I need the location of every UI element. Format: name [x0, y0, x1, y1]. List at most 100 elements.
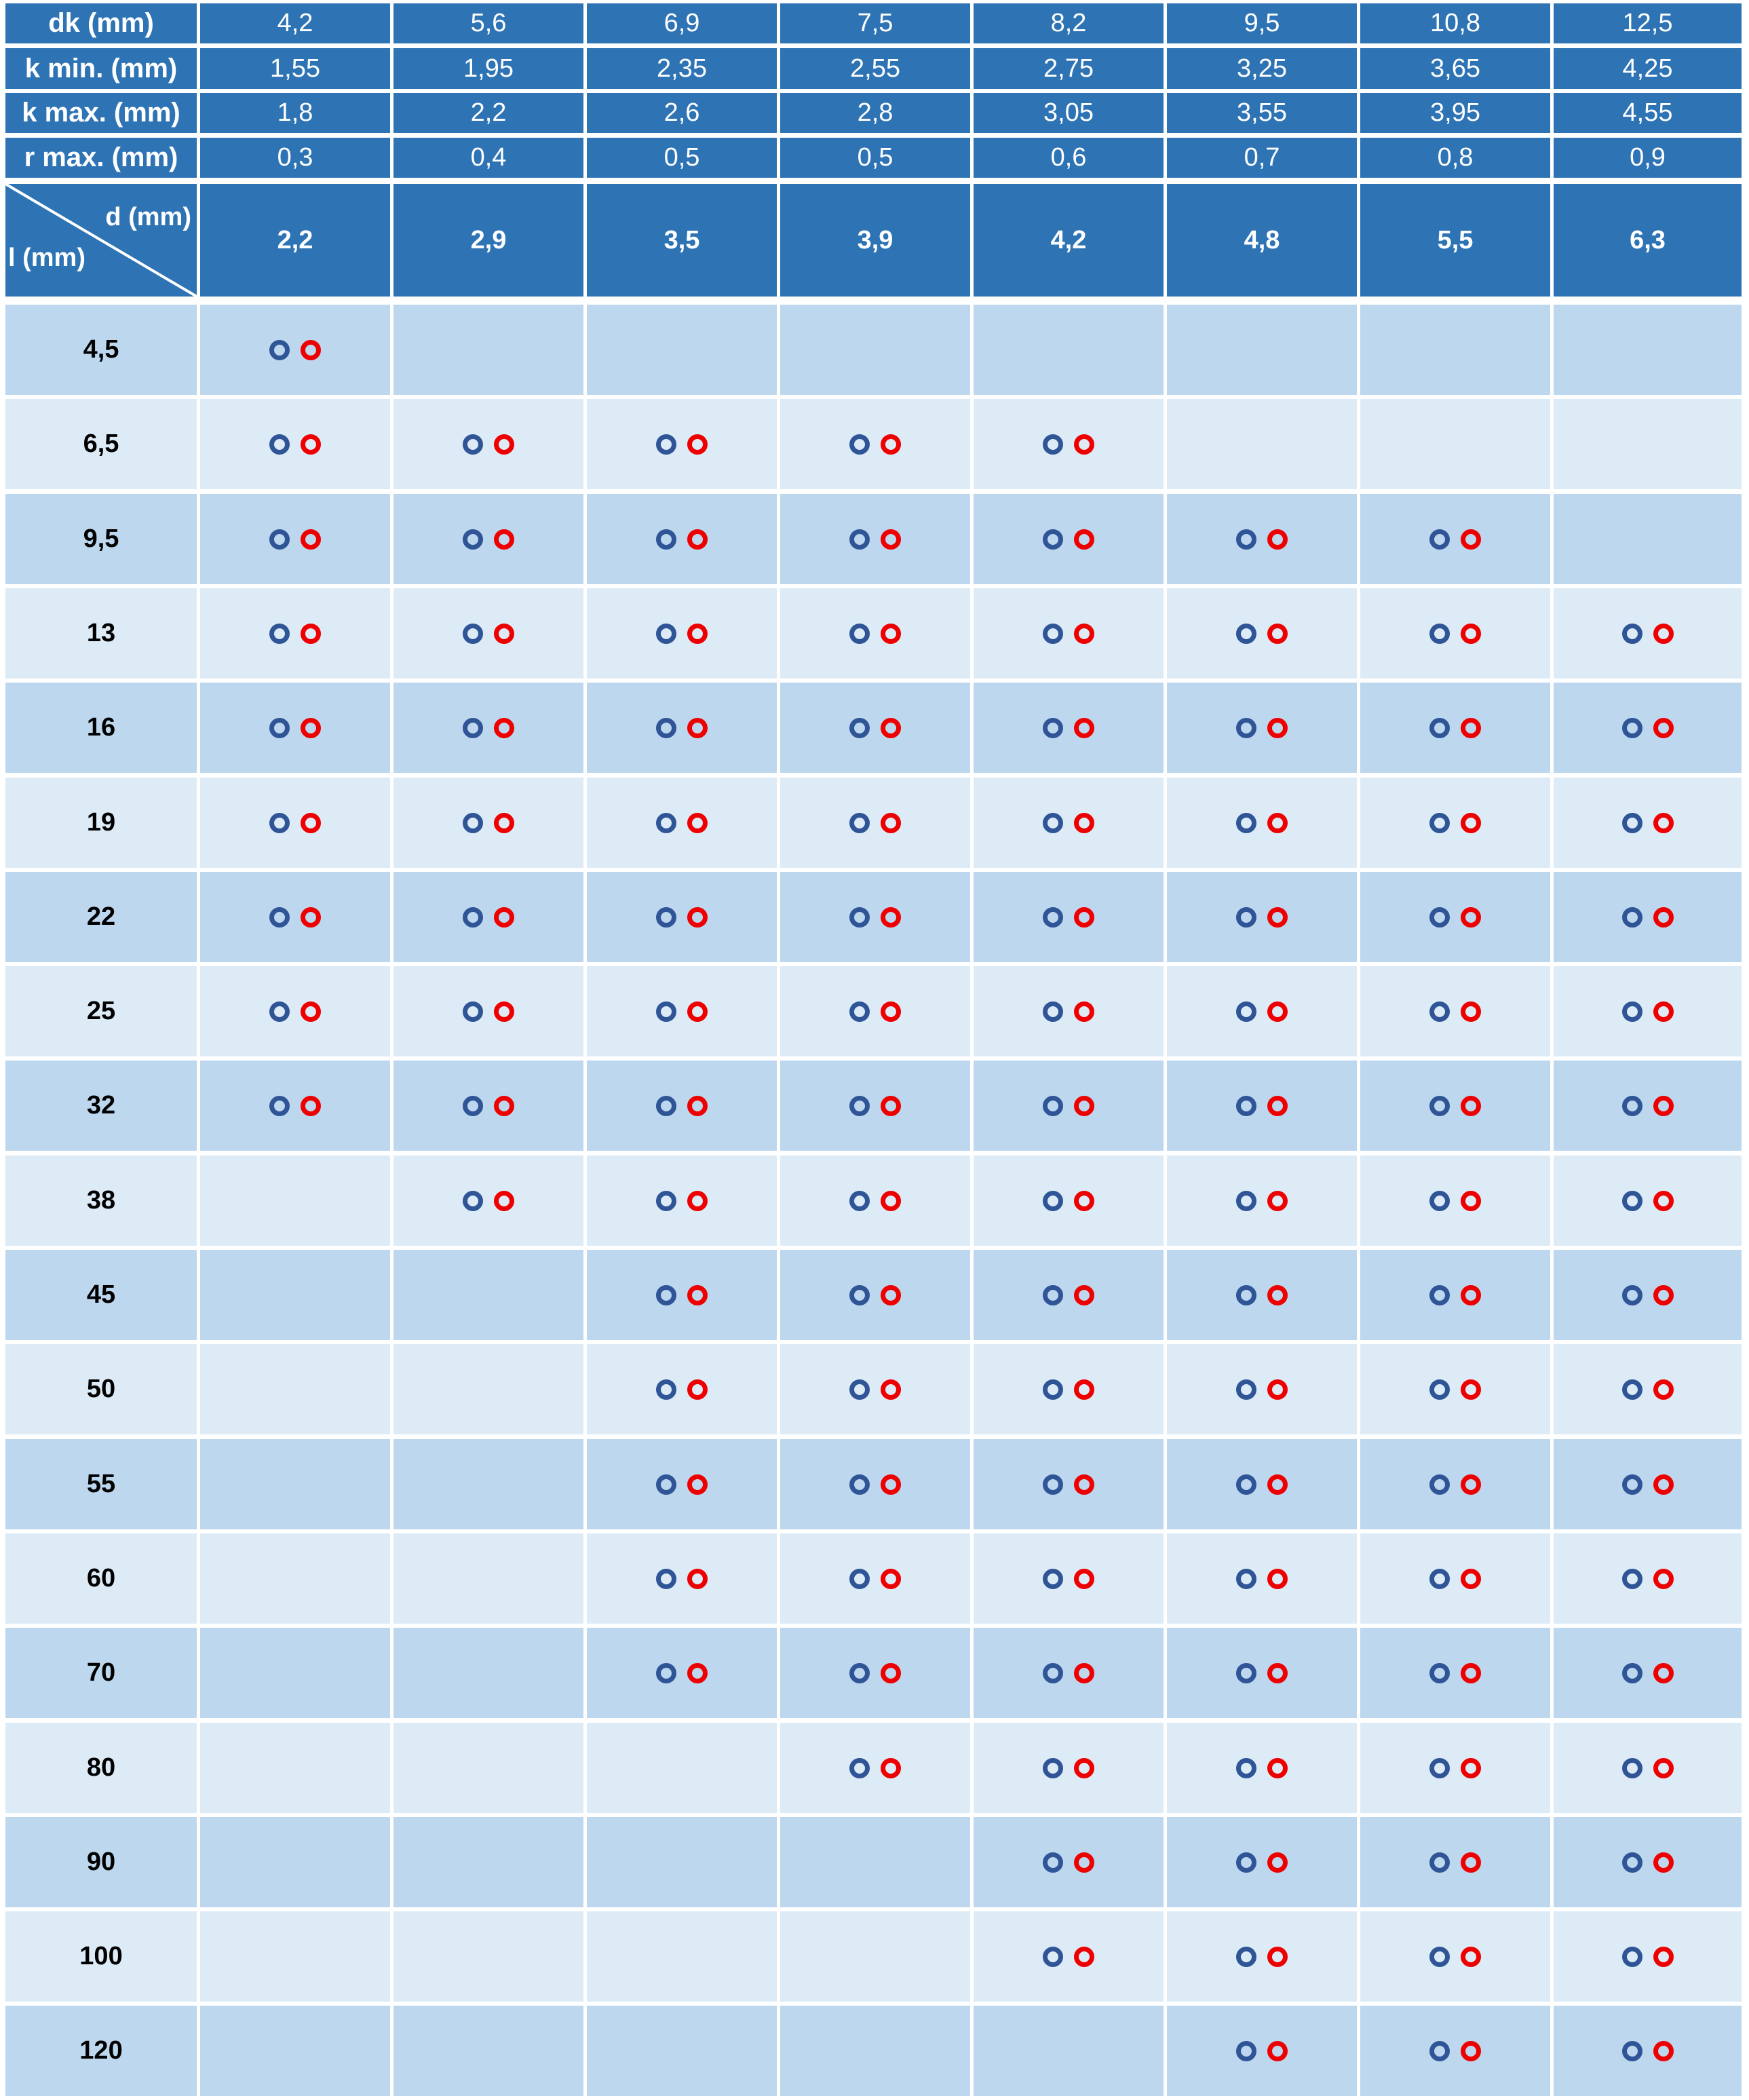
- blue-circle-icon: [849, 717, 870, 738]
- availability-cell: [1360, 683, 1550, 773]
- availability-cell: [974, 1156, 1164, 1246]
- red-circle-icon: [1461, 717, 1481, 738]
- blue-circle-icon: [1043, 1946, 1063, 1967]
- availability-cell: [1360, 1533, 1550, 1624]
- red-circle-icon: [301, 339, 321, 360]
- red-circle-icon: [881, 1095, 901, 1116]
- availability-marks: [1236, 1852, 1288, 1873]
- availability-cell: [1167, 1439, 1357, 1529]
- availability-cell: [587, 872, 777, 962]
- red-circle-icon: [1074, 623, 1094, 644]
- blue-circle-icon: [1621, 1852, 1642, 1873]
- availability-marks: [463, 717, 514, 738]
- red-circle-icon: [494, 623, 514, 644]
- blue-circle-icon: [1236, 906, 1256, 928]
- param-value: 2,35: [587, 48, 777, 89]
- red-circle-icon: [301, 1001, 321, 1022]
- blue-circle-icon: [1236, 1568, 1256, 1589]
- red-circle-icon: [881, 1190, 901, 1211]
- availability-cell: [1167, 1911, 1357, 2002]
- availability-cell: [200, 1061, 390, 1151]
- availability-marks: [1621, 1379, 1674, 1400]
- availability-cell: [1167, 588, 1357, 679]
- blue-circle-icon: [1043, 1284, 1063, 1305]
- availability-marks: [1043, 1852, 1094, 1873]
- blue-circle-icon: [463, 623, 483, 644]
- red-circle-icon: [1461, 1190, 1481, 1211]
- availability-cell: [393, 1628, 583, 1718]
- availability-marks: [1429, 529, 1481, 550]
- availability-marks: [656, 717, 708, 738]
- availability-cell: [1167, 1344, 1357, 1434]
- availability-cell: [200, 1533, 390, 1624]
- blue-circle-icon: [849, 529, 870, 550]
- availability-cell: [1167, 778, 1357, 868]
- diagonal-line: [5, 184, 197, 297]
- red-circle-icon: [1267, 529, 1288, 550]
- availability-marks: [656, 1284, 708, 1305]
- availability-cell: [1167, 494, 1357, 584]
- blue-circle-icon: [463, 812, 483, 833]
- availability-cell: [780, 1344, 970, 1434]
- availability-cell: [587, 305, 777, 395]
- availability-cell: [1554, 1817, 1742, 1907]
- availability-cell: [1167, 1533, 1357, 1624]
- red-circle-icon: [687, 1568, 708, 1589]
- param-value: 9,5: [1167, 3, 1357, 43]
- availability-cell: [200, 399, 390, 489]
- availability-marks: [1236, 1757, 1288, 1778]
- availability-cell: [200, 1250, 390, 1340]
- red-circle-icon: [494, 717, 514, 738]
- availability-marks: [1043, 812, 1094, 833]
- diameter-value: 4,8: [1167, 184, 1357, 297]
- blue-circle-icon: [1236, 717, 1256, 738]
- red-circle-icon: [687, 623, 708, 644]
- availability-marks: [1236, 1946, 1288, 1967]
- blue-circle-icon: [1429, 717, 1450, 738]
- red-circle-icon: [1074, 812, 1094, 833]
- red-circle-icon: [1653, 1001, 1674, 1022]
- red-circle-icon: [687, 1379, 708, 1400]
- availability-marks: [1429, 906, 1481, 928]
- availability-marks: [656, 623, 708, 644]
- availability-cell: [393, 683, 583, 773]
- red-circle-icon: [1653, 1284, 1674, 1305]
- red-circle-icon: [1461, 623, 1481, 644]
- blue-circle-icon: [849, 434, 870, 455]
- red-circle-icon: [1074, 717, 1094, 738]
- availability-marks: [1429, 717, 1481, 738]
- red-circle-icon: [1461, 1662, 1481, 1683]
- availability-cell: [1554, 1628, 1742, 1718]
- red-circle-icon: [1461, 1852, 1481, 1873]
- availability-marks: [1429, 1757, 1481, 1778]
- blue-circle-icon: [1621, 1662, 1642, 1683]
- red-circle-icon: [1461, 1757, 1481, 1778]
- red-circle-icon: [1267, 1095, 1288, 1116]
- red-circle-icon: [1074, 1474, 1094, 1495]
- red-circle-icon: [301, 717, 321, 738]
- availability-marks: [1043, 1474, 1094, 1495]
- availability-marks: [656, 434, 708, 455]
- param-label: k max. (mm): [5, 93, 197, 133]
- red-circle-icon: [494, 906, 514, 928]
- availability-marks: [1043, 1946, 1094, 1967]
- availability-cell: [1554, 683, 1742, 773]
- red-circle-icon: [1267, 1190, 1288, 1211]
- availability-marks: [849, 1001, 901, 1022]
- blue-circle-icon: [1236, 1379, 1256, 1400]
- param-value: 3,55: [1167, 93, 1357, 133]
- availability-cell: [587, 1061, 777, 1151]
- blue-circle-icon: [849, 812, 870, 833]
- blue-circle-icon: [1429, 1190, 1450, 1211]
- availability-cell: [1360, 966, 1550, 1056]
- red-circle-icon: [881, 906, 901, 928]
- blue-circle-icon: [849, 1001, 870, 1022]
- availability-marks: [1236, 1001, 1288, 1022]
- availability-cell: [1360, 305, 1550, 395]
- blue-circle-icon: [1043, 717, 1063, 738]
- availability-marks: [656, 1190, 708, 1211]
- availability-cell: [200, 1628, 390, 1718]
- availability-cell: [974, 1439, 1164, 1529]
- blue-circle-icon: [269, 339, 290, 360]
